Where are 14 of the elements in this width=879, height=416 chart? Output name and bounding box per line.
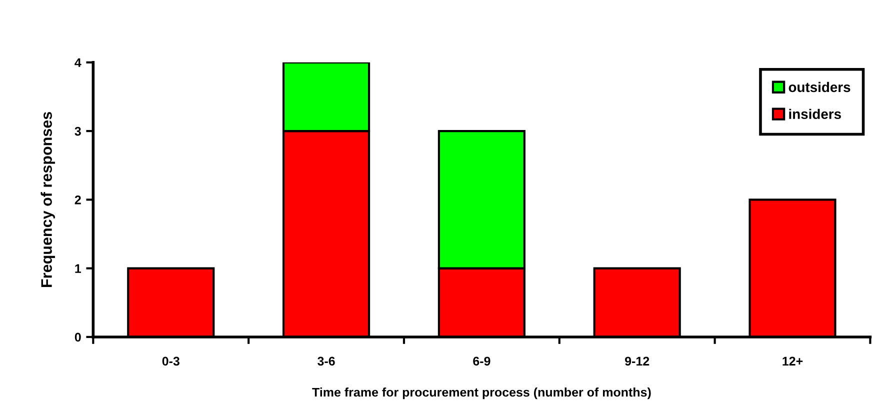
x-axis-title: Time frame for procurement process (number of months) xyxy=(312,388,651,400)
y-axis-title: Frequency of responses xyxy=(40,112,55,287)
x-tick-label: 12+ xyxy=(782,356,803,366)
legend-label: outsiders xyxy=(788,82,850,92)
y-tick-label: 4 xyxy=(74,58,82,67)
y-tick-label: 2 xyxy=(74,195,81,204)
x-tick-label: 6-9 xyxy=(473,356,490,366)
legend-label: insiders xyxy=(789,108,841,120)
y-tick-label: 1 xyxy=(75,264,82,273)
y-tick-label: 0 xyxy=(74,332,81,342)
x-tick-label: 3-6 xyxy=(318,356,335,366)
x-tick-label: 9-12 xyxy=(625,356,650,366)
x-tick-label: 0-3 xyxy=(162,356,180,366)
y-tick-label: 3 xyxy=(74,126,81,136)
